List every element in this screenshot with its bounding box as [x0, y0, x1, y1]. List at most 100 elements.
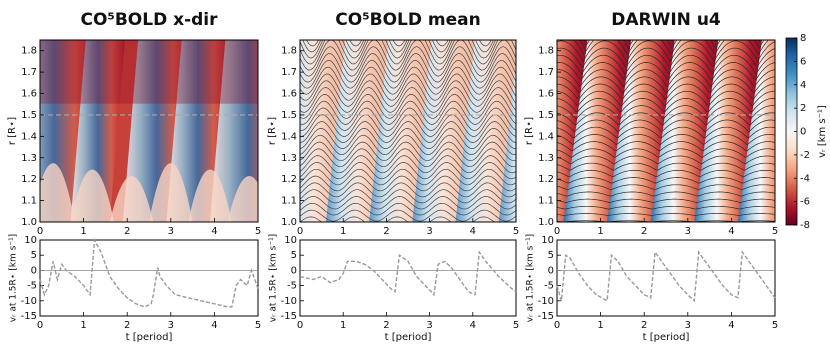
y-axis-label: r [R⋆] [524, 117, 535, 145]
colorbar-tick-label: 0 [800, 127, 806, 138]
x-tick-label: 3 [426, 320, 432, 331]
y-tick-label: 5 [548, 250, 554, 261]
x-tick-label: 2 [641, 226, 647, 237]
y-tick-label: 1.6 [538, 89, 554, 100]
y-tick-label: 1.0 [538, 217, 554, 228]
x-tick-label: 5 [255, 226, 261, 237]
y-tick-label: -15 [538, 311, 554, 322]
y-tick-label: -5 [27, 281, 37, 292]
plot-frame [39, 239, 259, 317]
heatmap [557, 40, 775, 222]
x-tick-label: 4 [211, 320, 217, 331]
x-tick-label: 3 [685, 226, 691, 237]
x-tick-label: 2 [383, 320, 389, 331]
contour-line [557, 54, 775, 75]
x-tick-label: 4 [470, 226, 476, 237]
contour-line [557, 90, 775, 107]
contour-line [557, 119, 775, 133]
y-tick-label: 1.1 [281, 196, 297, 207]
x-tick-label: 0 [37, 226, 43, 237]
y-axis-label: vᵣ at 1.5R⋆ [km s⁻¹] [526, 234, 536, 322]
y-tick-label: 1.4 [281, 131, 297, 142]
y-tick-label: 0 [548, 265, 554, 276]
x-axis-label: t [period] [643, 332, 690, 343]
contour-line [300, 182, 516, 198]
x-tick-label: 3 [685, 320, 691, 331]
contour-line [300, 209, 516, 222]
panel-title: DARWIN u4 [611, 10, 721, 30]
x-tick-label: 2 [641, 320, 647, 331]
contour-line [557, 170, 775, 178]
contour-line [302, 40, 494, 53]
y-tick-label: -5 [544, 281, 554, 292]
y-tick-label: 1.0 [21, 217, 37, 228]
contour-line [300, 162, 516, 180]
contour-line [557, 83, 775, 100]
contour-line [557, 177, 775, 184]
contour-line [573, 40, 769, 54]
contour-line [300, 216, 516, 222]
contour-line [557, 191, 775, 197]
contour-line [300, 40, 516, 59]
contour-line [300, 202, 516, 216]
contour-line [300, 94, 516, 119]
y-tick-label: 1.4 [538, 131, 554, 142]
contour-line [300, 66, 516, 95]
plot-frame [556, 39, 776, 223]
shock-arc [109, 175, 154, 222]
contour-line [300, 121, 516, 143]
contour-line [306, 40, 492, 47]
x-tick-label: 3 [168, 226, 174, 237]
contour-line [300, 87, 516, 113]
contour-line [557, 98, 775, 113]
x-tick-label: 1 [80, 226, 86, 237]
y-tick-label: 10 [284, 235, 297, 246]
y-tick-label: 1.8 [281, 46, 297, 57]
shock-arc [227, 175, 258, 222]
colorbar-tick-label: 4 [800, 80, 806, 91]
panel-title: CO⁵BOLD mean [335, 10, 480, 30]
x-tick-label: 1 [340, 320, 346, 331]
plot-frame [556, 239, 776, 317]
x-tick-label: 5 [772, 226, 778, 237]
x-tick-label: 0 [554, 320, 560, 331]
y-tick-label: -10 [281, 296, 297, 307]
contour-line [557, 155, 775, 165]
contour-line [557, 47, 775, 67]
velocity-band [563, 40, 632, 222]
y-tick-label: 5 [291, 250, 297, 261]
contour-line [557, 213, 775, 216]
contour-line [300, 155, 516, 174]
colorbar-tick-label: -8 [800, 220, 810, 231]
colorbar-tick-label: 6 [800, 56, 806, 67]
contour-line [300, 189, 516, 204]
y-tick-label: 1.0 [281, 217, 297, 228]
data-line [39, 237, 259, 308]
y-axis-label: vᵣ at 1.5R⋆ [km s⁻¹] [9, 234, 19, 322]
y-tick-label: 0 [31, 265, 37, 276]
heatmap-shade [40, 40, 258, 104]
contour-line [557, 205, 775, 210]
velocity-band [650, 40, 719, 222]
y-tick-label: -15 [281, 311, 297, 322]
velocity-band [325, 40, 389, 222]
shock-arc [188, 169, 232, 222]
x-tick-label: 4 [211, 226, 217, 237]
y-tick-label: -10 [538, 296, 554, 307]
contour-line [300, 80, 516, 107]
y-tick-label: 1.3 [281, 153, 297, 164]
y-tick-label: 1.8 [21, 46, 37, 57]
colorbar-label: vᵣ [km s⁻¹] [817, 105, 828, 158]
x-axis-label: t [period] [126, 332, 173, 343]
colorbar-tick-label: -2 [800, 150, 810, 161]
contour-line [300, 46, 516, 77]
x-tick-label: 1 [80, 320, 86, 331]
y-tick-label: 1.5 [538, 110, 554, 121]
x-tick-label: 5 [772, 320, 778, 331]
contour-line [300, 175, 516, 192]
x-tick-label: 2 [124, 226, 130, 237]
contour-line [300, 141, 516, 162]
velocity-band [498, 60, 516, 222]
y-axis-label: vᵣ at 1.5R⋆ [km s⁻¹] [269, 234, 279, 322]
